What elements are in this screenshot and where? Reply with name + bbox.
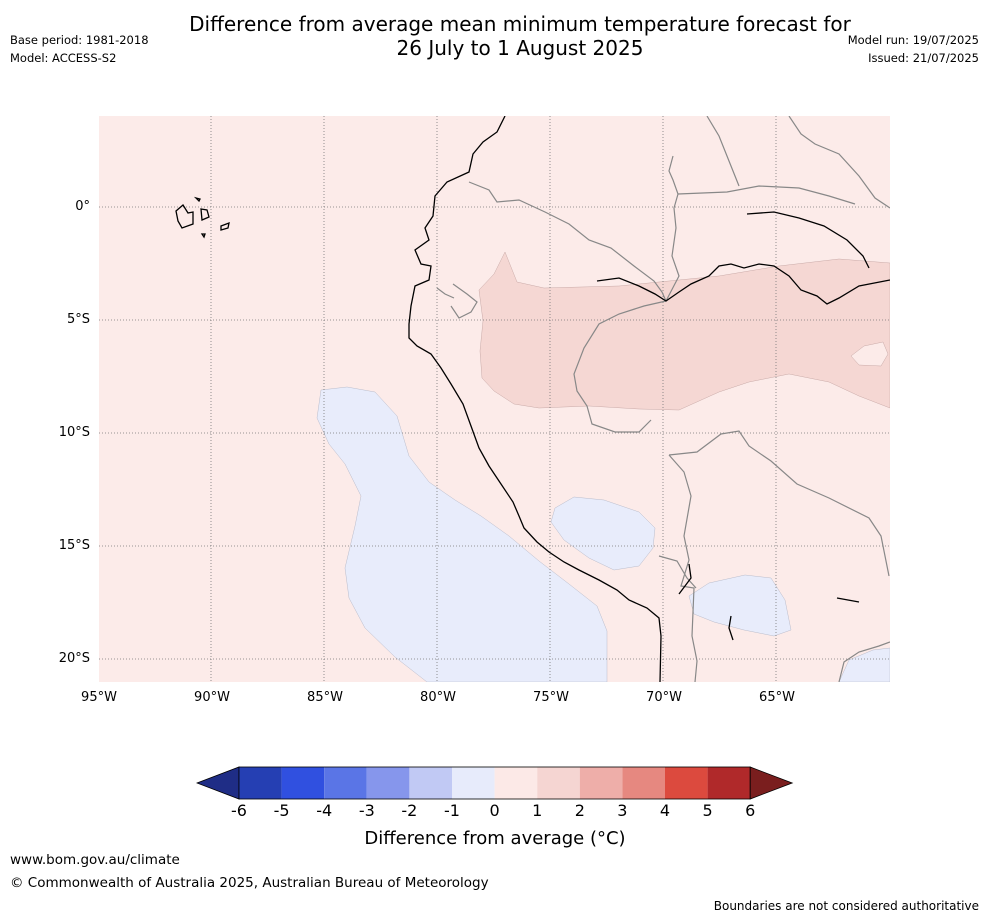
colorbar-swatch xyxy=(579,767,623,799)
lon-label-75w: 75°W xyxy=(533,690,569,705)
colorbar-swatch xyxy=(665,767,708,799)
colorbar-swatch xyxy=(239,767,282,799)
colorbar-swatch xyxy=(366,767,410,799)
gridlines xyxy=(99,116,890,682)
colorbar-extend-low xyxy=(196,766,240,800)
lon-label-90w: 90°W xyxy=(194,690,230,705)
colorbar-swatch xyxy=(409,767,452,799)
lon-label-70w: 70°W xyxy=(646,690,682,705)
meta-right: Model run: 19/07/2025 Issued: 21/07/2025 xyxy=(848,31,979,67)
colorbar-tick-label: -2 xyxy=(401,801,418,820)
colorbar-tick-label: -4 xyxy=(316,801,333,820)
colorbar-tick-label: -1 xyxy=(444,801,460,820)
colorbar-extend-high xyxy=(749,766,794,800)
cool-anomaly-bolivia xyxy=(688,574,792,637)
colorbar-tick-label: 2 xyxy=(574,801,585,820)
footer-url[interactable]: www.bom.gov.au/climate xyxy=(10,852,180,868)
lat-label-20s: 20°S xyxy=(58,651,90,666)
lat-label-0: 0° xyxy=(75,199,90,214)
colorbar-swatch xyxy=(324,767,367,799)
lat-label-5s: 5°S xyxy=(66,312,90,327)
colorbar-tick-label: 5 xyxy=(702,801,713,820)
colorbar-label: Difference from average (°C) xyxy=(364,828,626,849)
footer-copyright: © Commonwealth of Australia 2025, Austra… xyxy=(10,875,489,891)
model-name: Model: ACCESS-S2 xyxy=(10,51,117,65)
base-period: Base period: 1981-2018 xyxy=(10,33,149,47)
colorbar-tick-label: 3 xyxy=(617,801,628,820)
meta-left: Base period: 1981-2018 Model: ACCESS-S2 xyxy=(10,31,149,67)
lat-label-15s: 15°S xyxy=(58,538,90,553)
colorbar-tick-label: 1 xyxy=(532,801,543,820)
colorbar-swatch xyxy=(494,767,538,799)
footer-disclaimer: Boundaries are not considered authoritat… xyxy=(713,899,979,913)
anomaly-below-1-patch xyxy=(850,341,889,367)
lon-label-95w: 95°W xyxy=(81,690,117,705)
model-run: Model run: 19/07/2025 xyxy=(847,33,979,47)
issued-date: Issued: 21/07/2025 xyxy=(868,51,979,65)
title-line-2: 26 July to 1 August 2025 xyxy=(396,36,644,60)
colorbar-tick-label: -5 xyxy=(273,801,290,820)
lat-label-10s: 10°S xyxy=(58,425,90,440)
cool-anomaly-ocean xyxy=(316,386,608,682)
forecast-map xyxy=(99,116,890,682)
colorbar-swatch xyxy=(622,767,665,799)
colorbar-swatch xyxy=(452,767,495,799)
colorbar-swatch xyxy=(281,767,325,799)
title-line-1: Difference from average mean minimum tem… xyxy=(189,12,851,36)
cool-anomaly-altiplano xyxy=(550,496,656,571)
colorbar xyxy=(196,766,794,800)
cool-anomaly-corner xyxy=(838,647,890,682)
colorbar-tick-label: -3 xyxy=(358,801,375,820)
national-borders xyxy=(436,116,890,682)
colorbar-tick-label: 0 xyxy=(489,801,500,820)
lon-label-85w: 85°W xyxy=(307,690,343,705)
coastline xyxy=(175,116,890,682)
lon-label-80w: 80°W xyxy=(420,690,456,705)
map-title: Difference from average mean minimum tem… xyxy=(120,12,920,60)
colorbar-tick-label: 6 xyxy=(745,801,756,820)
colorbar-swatch xyxy=(707,767,751,799)
colorbar-tick-label: -6 xyxy=(231,801,247,820)
colorbar-tick-label: 4 xyxy=(659,801,671,820)
anomaly-1-to-2-region xyxy=(478,251,890,411)
lon-label-65w: 65°W xyxy=(759,690,795,705)
colorbar-swatch xyxy=(537,767,580,799)
